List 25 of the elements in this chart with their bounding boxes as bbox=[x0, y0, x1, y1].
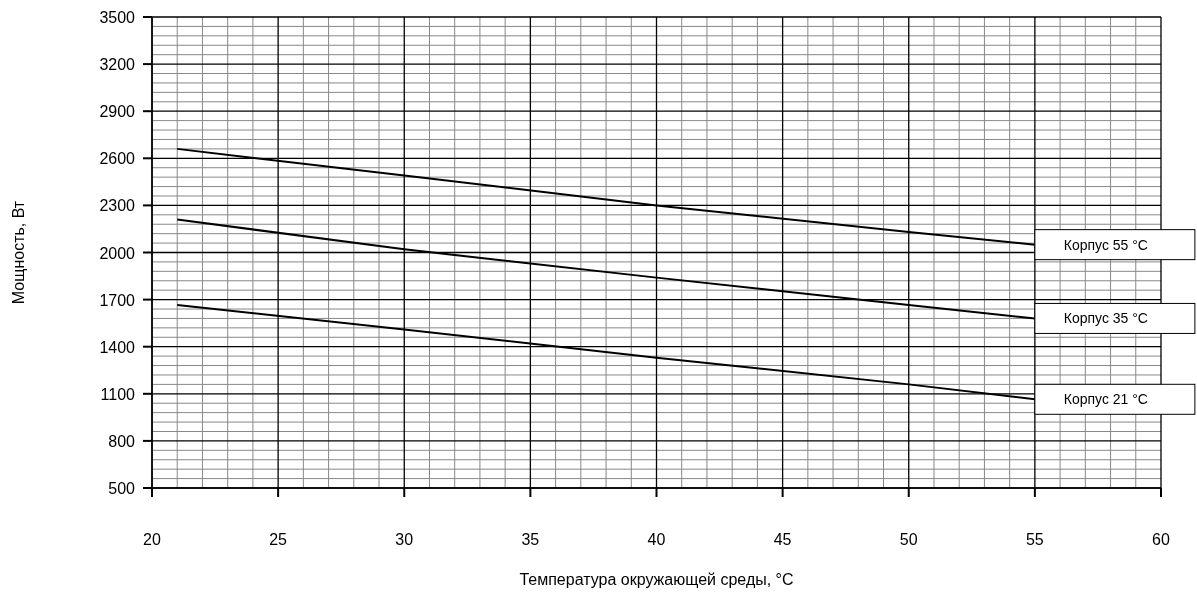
y-tick-label: 2600 bbox=[99, 150, 136, 168]
text: Корпус 35 °C bbox=[1063, 310, 1148, 327]
y-tick-label: 2300 bbox=[99, 197, 136, 215]
x-tick-label: 25 bbox=[269, 531, 288, 548]
x-tick-label: 35 bbox=[521, 531, 540, 548]
x-tick-label: 45 bbox=[773, 531, 792, 548]
y-tick-label: 500 bbox=[108, 480, 136, 497]
x-tick-label: 20 bbox=[143, 531, 161, 548]
y-axis-title: Мощность, Вт bbox=[10, 200, 27, 305]
x-tick-label: 30 bbox=[395, 531, 414, 548]
y-tick-label: 1400 bbox=[99, 338, 136, 356]
x-tick-label: 50 bbox=[899, 531, 918, 548]
y-tick-label: 3500 bbox=[99, 9, 136, 26]
text: Корпус 21 °C bbox=[1063, 391, 1148, 408]
x-tick-label: 60 bbox=[1152, 531, 1170, 548]
y-tick-label: 2000 bbox=[99, 244, 136, 262]
y-tick-label: 1700 bbox=[99, 291, 136, 309]
y-tick-label: 800 bbox=[108, 432, 136, 450]
y-tick-label: 2900 bbox=[99, 103, 136, 121]
y-tick-label: 3200 bbox=[99, 56, 136, 74]
x-axis-title: Температура окружающей среды, °C bbox=[519, 571, 794, 588]
x-tick-label: 55 bbox=[1025, 531, 1044, 548]
text: Корпус 55 °C bbox=[1063, 236, 1148, 253]
x-tick-label: 40 bbox=[647, 531, 666, 548]
y-tick-label: 1100 bbox=[100, 385, 136, 403]
